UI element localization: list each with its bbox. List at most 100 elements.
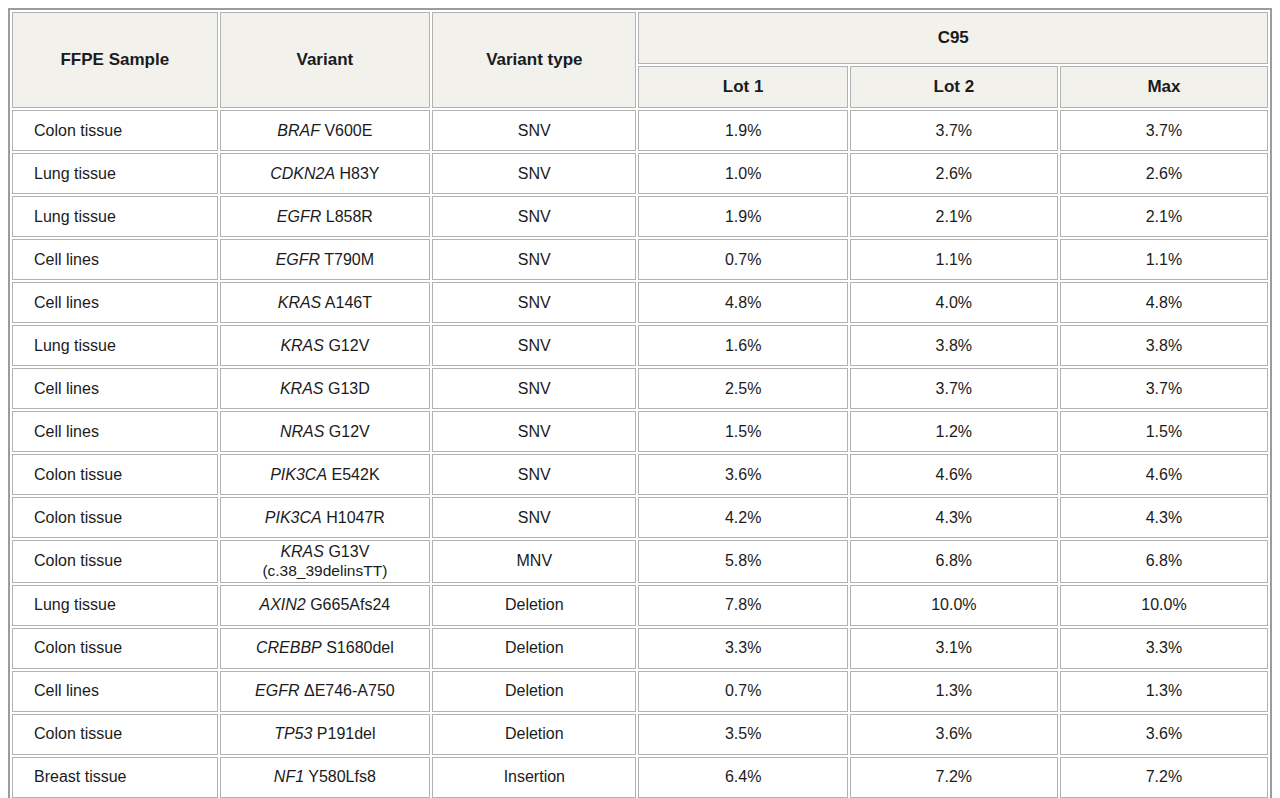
table-row: Colon tissue PIK3CA E542K SNV 3.6% 4.6% …	[12, 454, 1268, 495]
variant-protein-change: S1680del	[326, 639, 394, 656]
variant-gene-name: NRAS	[280, 423, 324, 440]
cell-c95-lot2: 2.6%	[850, 153, 1058, 194]
cell-c95-lot1: 1.6%	[638, 325, 847, 366]
cell-variant: EGFR L858R	[220, 196, 431, 237]
variant-gene-name: BRAF	[277, 122, 320, 139]
cell-c95-lot2: 10.0%	[850, 585, 1058, 626]
cell-ffpe-sample: Lung tissue	[12, 585, 218, 626]
cell-c95-max: 6.8%	[1060, 540, 1268, 583]
cell-c95-max: 7.2%	[1060, 757, 1268, 798]
cell-variant-type: SNV	[432, 497, 636, 538]
table-row: Lung tissue EGFR L858R SNV 1.9% 2.1% 2.1…	[12, 196, 1268, 237]
cell-c95-lot1: 0.7%	[638, 671, 847, 712]
cell-ffpe-sample: Colon tissue	[12, 540, 218, 583]
variant-protein-change: G665Afs24	[310, 596, 390, 613]
table-row: Cell lines KRAS G13D SNV 2.5% 3.7% 3.7%	[12, 368, 1268, 409]
cell-variant: KRAS G13V(c.38_39delinsTT)	[220, 540, 431, 583]
cell-variant-type: SNV	[432, 325, 636, 366]
variant-protein-change: P191del	[317, 725, 376, 742]
table-row: Cell lines EGFR T790M SNV 0.7% 1.1% 1.1%	[12, 239, 1268, 280]
cell-c95-max: 4.6%	[1060, 454, 1268, 495]
variant-protein-change: L858R	[326, 208, 373, 225]
cell-c95-lot1: 4.2%	[638, 497, 847, 538]
variant-gene-name: EGFR	[255, 682, 299, 699]
variant-gene-name: AXIN2	[259, 596, 305, 613]
table-row: Colon tissue TP53 P191del Deletion 3.5% …	[12, 714, 1268, 755]
cell-ffpe-sample: Cell lines	[12, 368, 218, 409]
cell-variant: CREBBP S1680del	[220, 628, 431, 669]
variant-gene-name: KRAS	[280, 380, 324, 397]
cell-variant-type: Deletion	[432, 585, 636, 626]
cell-c95-lot2: 2.1%	[850, 196, 1058, 237]
cell-c95-lot1: 3.5%	[638, 714, 847, 755]
cell-c95-lot2: 3.8%	[850, 325, 1058, 366]
col-header-lot1: Lot 1	[638, 66, 847, 108]
variant-protein-change: T790M	[324, 251, 374, 268]
col-header-c95-group: C95	[638, 12, 1268, 64]
cell-c95-lot2: 1.1%	[850, 239, 1058, 280]
variant-gene-name: TP53	[274, 725, 312, 742]
cell-c95-max: 3.7%	[1060, 110, 1268, 151]
cell-c95-lot2: 3.7%	[850, 368, 1058, 409]
cell-variant: NRAS G12V	[220, 411, 431, 452]
cell-variant-type: SNV	[432, 368, 636, 409]
cell-c95-lot2: 1.2%	[850, 411, 1058, 452]
variant-gene-name: NF1	[274, 768, 304, 785]
cell-ffpe-sample: Cell lines	[12, 671, 218, 712]
variant-gene-name: CDKN2A	[270, 165, 335, 182]
variant-protein-change: G13D	[328, 380, 370, 397]
variant-gene-name: EGFR	[277, 208, 321, 225]
variant-gene-name: PIK3CA	[270, 466, 327, 483]
cell-c95-max: 10.0%	[1060, 585, 1268, 626]
cell-variant: AXIN2 G665Afs24	[220, 585, 431, 626]
cell-variant: KRAS G13D	[220, 368, 431, 409]
cell-variant-type: SNV	[432, 454, 636, 495]
cell-c95-lot2: 3.1%	[850, 628, 1058, 669]
cell-c95-lot1: 2.5%	[638, 368, 847, 409]
cell-c95-max: 2.1%	[1060, 196, 1268, 237]
cell-variant-type: Deletion	[432, 671, 636, 712]
cell-c95-lot2: 3.6%	[850, 714, 1058, 755]
cell-variant-type: SNV	[432, 282, 636, 323]
table-row: Cell lines EGFR ΔE746-A750 Deletion 0.7%…	[12, 671, 1268, 712]
cell-c95-lot1: 3.3%	[638, 628, 847, 669]
variant-gene-name: KRAS	[280, 543, 324, 560]
c95-results-table: FFPE Sample Variant Variant type C95 Lot…	[8, 8, 1272, 798]
cell-c95-max: 3.7%	[1060, 368, 1268, 409]
table-row: Colon tissue BRAF V600E SNV 1.9% 3.7% 3.…	[12, 110, 1268, 151]
cell-ffpe-sample: Breast tissue	[12, 757, 218, 798]
variant-gene-name: CREBBP	[256, 639, 322, 656]
variant-protein-change: ΔE746-A750	[304, 682, 395, 699]
cell-variant: PIK3CA E542K	[220, 454, 431, 495]
cell-ffpe-sample: Colon tissue	[12, 497, 218, 538]
cell-ffpe-sample: Lung tissue	[12, 196, 218, 237]
table-row: Cell lines KRAS A146T SNV 4.8% 4.0% 4.8%	[12, 282, 1268, 323]
cell-c95-lot1: 6.4%	[638, 757, 847, 798]
cell-ffpe-sample: Colon tissue	[12, 110, 218, 151]
cell-ffpe-sample: Cell lines	[12, 411, 218, 452]
cell-c95-max: 3.6%	[1060, 714, 1268, 755]
col-header-variant-type: Variant type	[432, 12, 636, 108]
cell-variant-type: SNV	[432, 110, 636, 151]
header-row-main: FFPE Sample Variant Variant type C95	[12, 12, 1268, 64]
cell-variant: KRAS G12V	[220, 325, 431, 366]
variant-gene-name: PIK3CA	[265, 509, 322, 526]
table-row: Breast tissue NF1 Y580Lfs8 Insertion 6.4…	[12, 757, 1268, 798]
cell-ffpe-sample: Lung tissue	[12, 153, 218, 194]
cell-c95-max: 2.6%	[1060, 153, 1268, 194]
cell-ffpe-sample: Colon tissue	[12, 628, 218, 669]
cell-c95-lot2: 1.3%	[850, 671, 1058, 712]
cell-variant: CDKN2A H83Y	[220, 153, 431, 194]
cell-variant: NF1 Y580Lfs8	[220, 757, 431, 798]
cell-ffpe-sample: Cell lines	[12, 239, 218, 280]
variant-protein-change: G12V	[328, 337, 369, 354]
col-header-ffpe-sample: FFPE Sample	[12, 12, 218, 108]
cell-c95-lot1: 7.8%	[638, 585, 847, 626]
variant-gene-name: EGFR	[276, 251, 320, 268]
table-row: Colon tissue CREBBP S1680del Deletion 3.…	[12, 628, 1268, 669]
col-header-variant: Variant	[220, 12, 431, 108]
cell-ffpe-sample: Cell lines	[12, 282, 218, 323]
cell-variant-type: MNV	[432, 540, 636, 583]
variant-gene-name: KRAS	[280, 337, 324, 354]
cell-c95-lot2: 7.2%	[850, 757, 1058, 798]
